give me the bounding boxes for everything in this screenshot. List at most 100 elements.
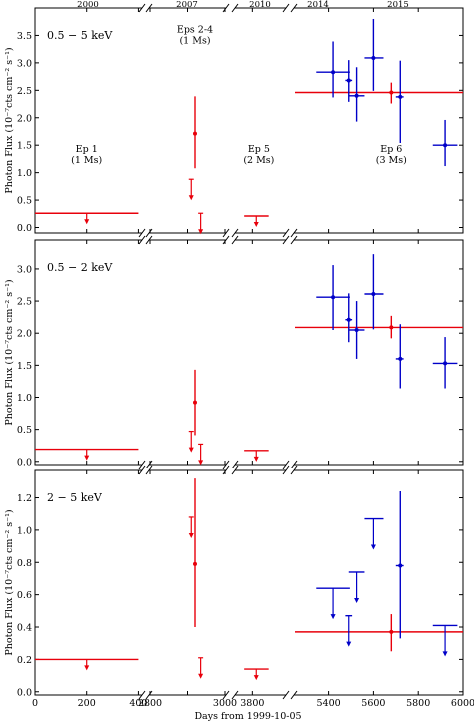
axis-break-mark (145, 460, 153, 470)
data-point (371, 292, 376, 296)
axis-break-mark (145, 3, 153, 13)
axis-break-gap (142, 693, 149, 697)
axis-break-mark (138, 460, 146, 470)
upper-limit-arrowhead (253, 221, 259, 227)
panel-frame (34, 7, 464, 234)
axis-break-mark (290, 228, 298, 238)
y-tick-label: 0.5 (17, 196, 32, 207)
axis-break-mark (138, 3, 146, 13)
axis-break-mark (231, 460, 239, 470)
upper-limit-arrowhead (84, 455, 90, 461)
y-tick-label: 1.0 (17, 393, 32, 404)
data-point (193, 561, 197, 566)
x-tick-label: 200 (78, 698, 96, 709)
data-point (398, 94, 403, 99)
axis-break-mark (290, 3, 298, 13)
x-tick-label: 400 (129, 698, 147, 709)
axis-break-gap (286, 463, 294, 467)
data-point (389, 90, 394, 95)
axis-break-gap (286, 238, 294, 242)
x-tick-label: 3000 (213, 698, 237, 709)
axis-break-gap (226, 468, 235, 472)
axis-break-gap (142, 6, 149, 10)
y-tick-label: 0.2 (17, 655, 32, 666)
axis-break-mark (145, 228, 153, 238)
axis-break-mark (138, 235, 146, 245)
axis-break-mark (138, 690, 146, 700)
upper-limit-arrowhead (188, 447, 194, 453)
energy-band-label: 2 − 5 keV (47, 491, 103, 504)
axis-break-gap (142, 468, 149, 472)
energy-band-label: 0.5 − 2 keV (47, 261, 113, 274)
panel-1: 0.0 0.5 1.0 1.5 2.0 2.5 3.0 3.5 2000 2007 2010 2014… (4, 0, 464, 238)
upper-limit-arrowhead (84, 665, 90, 671)
y-axis-label: Photon Flux (10⁻⁷cts cm⁻² s⁻¹) (4, 47, 15, 193)
y-tick-label: 2.5 (17, 297, 32, 308)
axis-break-mark (222, 465, 230, 475)
epoch-label: Ep 5 (248, 144, 270, 155)
axis-break-mark (145, 235, 153, 245)
data-point (354, 93, 359, 98)
epoch-label: (3 Ms) (376, 155, 407, 166)
axis-break-mark (145, 465, 153, 475)
axis-break-mark (231, 228, 239, 238)
y-tick-label: 3.0 (17, 264, 32, 275)
data-point (389, 325, 394, 330)
axis-break-mark (231, 465, 239, 475)
axis-break-mark (222, 460, 230, 470)
x-axis-label: Days from 1999-10-05 (194, 711, 301, 722)
upper-limit-arrowhead (253, 456, 259, 462)
y-tick-label: 2.0 (17, 113, 32, 124)
axis-break-mark (222, 235, 230, 245)
data-point (331, 70, 336, 75)
axis-break-mark (290, 235, 298, 245)
y-tick-label: 3.5 (17, 31, 32, 42)
upper-limit-arrowhead (330, 614, 336, 620)
x-tick-label: 3800 (240, 698, 264, 709)
y-tick-label: 2.0 (17, 329, 32, 340)
y-tick-label: 0.0 (17, 687, 32, 698)
axis-break-gap (142, 238, 149, 242)
year-label: 2014 (307, 0, 329, 10)
upper-limit-arrowhead (188, 195, 194, 201)
axis-break-mark (282, 465, 290, 475)
axis-break-gap (226, 238, 235, 242)
x-tick-label: 2800 (138, 698, 162, 709)
axis-break-mark (231, 690, 239, 700)
axis-break-mark (290, 690, 298, 700)
year-label: 2010 (249, 0, 271, 10)
axis-break-gap (286, 468, 294, 472)
data-point (331, 295, 336, 300)
axis-break-gap (226, 463, 235, 467)
axis-break-mark (282, 460, 290, 470)
y-tick-label: 0.5 (17, 425, 32, 436)
y-tick-label: 1.5 (17, 141, 32, 152)
y-tick-label: 0.4 (17, 623, 32, 634)
y-tick-label: 0.8 (17, 558, 32, 569)
year-label: 2000 (77, 0, 99, 10)
y-tick-label: 2.5 (17, 86, 32, 97)
axis-break-mark (138, 465, 146, 475)
y-tick-label: 1.5 (17, 361, 32, 372)
x-tick-label: 6000 (451, 698, 474, 709)
upper-limit-arrowhead (84, 219, 90, 225)
upper-limit-arrowhead (198, 460, 204, 466)
axis-break-gap (286, 6, 294, 10)
axis-break-mark (231, 3, 239, 13)
panel-frame (34, 469, 464, 696)
upper-limit-arrowhead (346, 641, 352, 647)
panel-frame (34, 239, 464, 466)
y-axis-label: Photon Flux (10⁻⁷cts cm⁻² s⁻¹) (4, 509, 15, 655)
epoch-label: (1 Ms) (71, 155, 102, 166)
panel-2: 0.0 0.5 1.0 1.5 2.0 2.5 3.0 0.5 − 2 keV Photon F… (4, 235, 464, 470)
data-point (389, 629, 394, 634)
axis-break-gap (142, 463, 149, 467)
epoch-label: Ep 1 (76, 144, 98, 155)
axis-break-mark (145, 690, 153, 700)
data-point (346, 78, 351, 83)
x-tick-label: 5800 (406, 698, 430, 709)
data-point (193, 131, 197, 136)
